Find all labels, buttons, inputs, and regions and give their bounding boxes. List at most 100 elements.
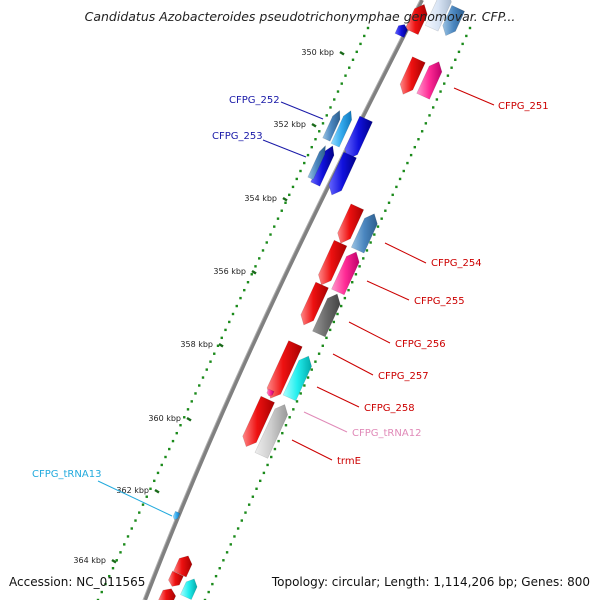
tick-dot: [325, 336, 328, 340]
gene-arrow[interactable]: [328, 151, 357, 196]
gene-arrow[interactable]: [405, 3, 428, 35]
leader-line: [453, 87, 495, 106]
gene-label[interactable]: CFPG_tRNA13: [32, 469, 101, 480]
backbone-highlight: [142, 0, 421, 600]
gene-arrow[interactable]: [282, 355, 312, 402]
gene-arrow[interactable]: [173, 555, 193, 578]
scale-tick: 360 kbp: [148, 414, 192, 423]
tick-dot: [175, 431, 178, 435]
scale-ticks: 350 kbp 352 kbp 354 kbp 356 kbp 358 kbp 360 k…: [73, 48, 345, 565]
tick-dot: [126, 535, 130, 538]
tick-dot: [115, 559, 118, 562]
gene-arrow[interactable]: [394, 24, 408, 38]
gene-label[interactable]: CFPG_252: [229, 95, 280, 106]
gene-arrow[interactable]: [424, 0, 452, 32]
gene-label[interactable]: CFPG_256: [395, 339, 446, 350]
gene-label[interactable]: CFPG_254: [431, 258, 482, 269]
gene-arrow[interactable]: [322, 109, 341, 142]
tick-dot: [258, 257, 261, 260]
tick-dot: [190, 400, 193, 403]
tick-dot: [402, 169, 405, 173]
tick-mark: [311, 122, 317, 128]
gene-arrow[interactable]: [180, 578, 198, 600]
tick-dot: [240, 519, 244, 522]
gene-arrow[interactable]: [331, 251, 360, 296]
tick-dot: [250, 273, 253, 276]
gene-label[interactable]: CFPG_253: [212, 131, 263, 142]
scale-tick: 356 kbp: [213, 267, 257, 276]
tick-dot: [209, 360, 212, 363]
gene-arrow[interactable]: [442, 5, 465, 37]
tick-dot: [198, 384, 201, 387]
tick-dot: [239, 296, 242, 300]
tick-dot: [247, 503, 251, 506]
gene-arrow[interactable]: [350, 213, 378, 254]
tick-dot: [233, 535, 236, 538]
gene-arrow[interactable]: [337, 203, 365, 244]
outer-dot-track: [96, 26, 370, 600]
tick-dot: [292, 408, 295, 411]
tick-dot: [194, 392, 197, 395]
gene-arrow[interactable]: [172, 510, 181, 520]
tick-dot: [354, 273, 358, 276]
tick-dot: [306, 153, 310, 157]
tick-dot: [288, 416, 291, 419]
scale-tick: 364 kbp: [73, 556, 117, 565]
gene-arrow[interactable]: [399, 56, 426, 95]
tick-dot: [265, 241, 268, 244]
gene-arrow[interactable]: [330, 110, 353, 148]
leader-line: [291, 439, 333, 461]
gene-arrow[interactable]: [158, 588, 177, 600]
tick-dot: [306, 376, 310, 379]
gene-arrow[interactable]: [300, 281, 329, 326]
tick-dot: [461, 42, 464, 46]
tick-dot: [380, 217, 383, 220]
tick-label: 362 kbp: [116, 486, 149, 495]
tick-dot: [336, 312, 339, 316]
tick-dot: [321, 344, 324, 347]
tick-dot: [303, 161, 306, 165]
tick-mark: [251, 269, 257, 275]
tick-dot: [207, 590, 210, 594]
gene-arrow[interactable]: [242, 395, 275, 447]
tick-dot: [243, 288, 246, 292]
gene-label[interactable]: CFPG_258: [364, 403, 415, 414]
tick-dot: [439, 90, 442, 93]
tick-dot: [365, 249, 369, 252]
tick-dot: [299, 392, 302, 395]
tick-dot: [343, 296, 347, 300]
gene-label[interactable]: CFPG_tRNA12: [352, 428, 421, 439]
gene-label[interactable]: CFPG_255: [414, 296, 465, 307]
gene-arrow[interactable]: [266, 388, 275, 397]
gene-arrow[interactable]: [318, 239, 348, 286]
leader-line: [384, 242, 427, 264]
tick-dot: [229, 543, 232, 546]
tick-dot: [259, 479, 262, 483]
gene-arrow[interactable]: [168, 570, 184, 587]
gene-arrow[interactable]: [254, 404, 289, 459]
tick-dot: [387, 201, 391, 204]
tick-dot: [362, 257, 365, 260]
tick-label: 358 kbp: [180, 340, 213, 349]
tick-dot: [141, 503, 145, 506]
gene-label[interactable]: CFPG_257: [378, 371, 429, 382]
tick-dot: [211, 582, 214, 586]
gene-arrow[interactable]: [312, 293, 341, 338]
leader-line: [303, 411, 348, 433]
gene-label[interactable]: trmE: [337, 456, 361, 467]
tick-mark: [154, 488, 160, 494]
tick-dot: [314, 360, 317, 363]
tick-dot: [420, 130, 424, 133]
gene-arrow[interactable]: [307, 144, 326, 180]
tick-dot: [273, 225, 276, 228]
tick-dot: [179, 424, 182, 427]
tick-dot: [134, 519, 137, 522]
tick-mark: [339, 50, 345, 56]
tick-label: 354 kbp: [244, 194, 277, 203]
tick-dot: [205, 368, 208, 371]
tick-dot: [280, 209, 283, 212]
gene-label[interactable]: CFPG_251: [498, 101, 549, 112]
gene-arrow[interactable]: [310, 145, 335, 187]
gene-arrow[interactable]: [416, 61, 443, 100]
